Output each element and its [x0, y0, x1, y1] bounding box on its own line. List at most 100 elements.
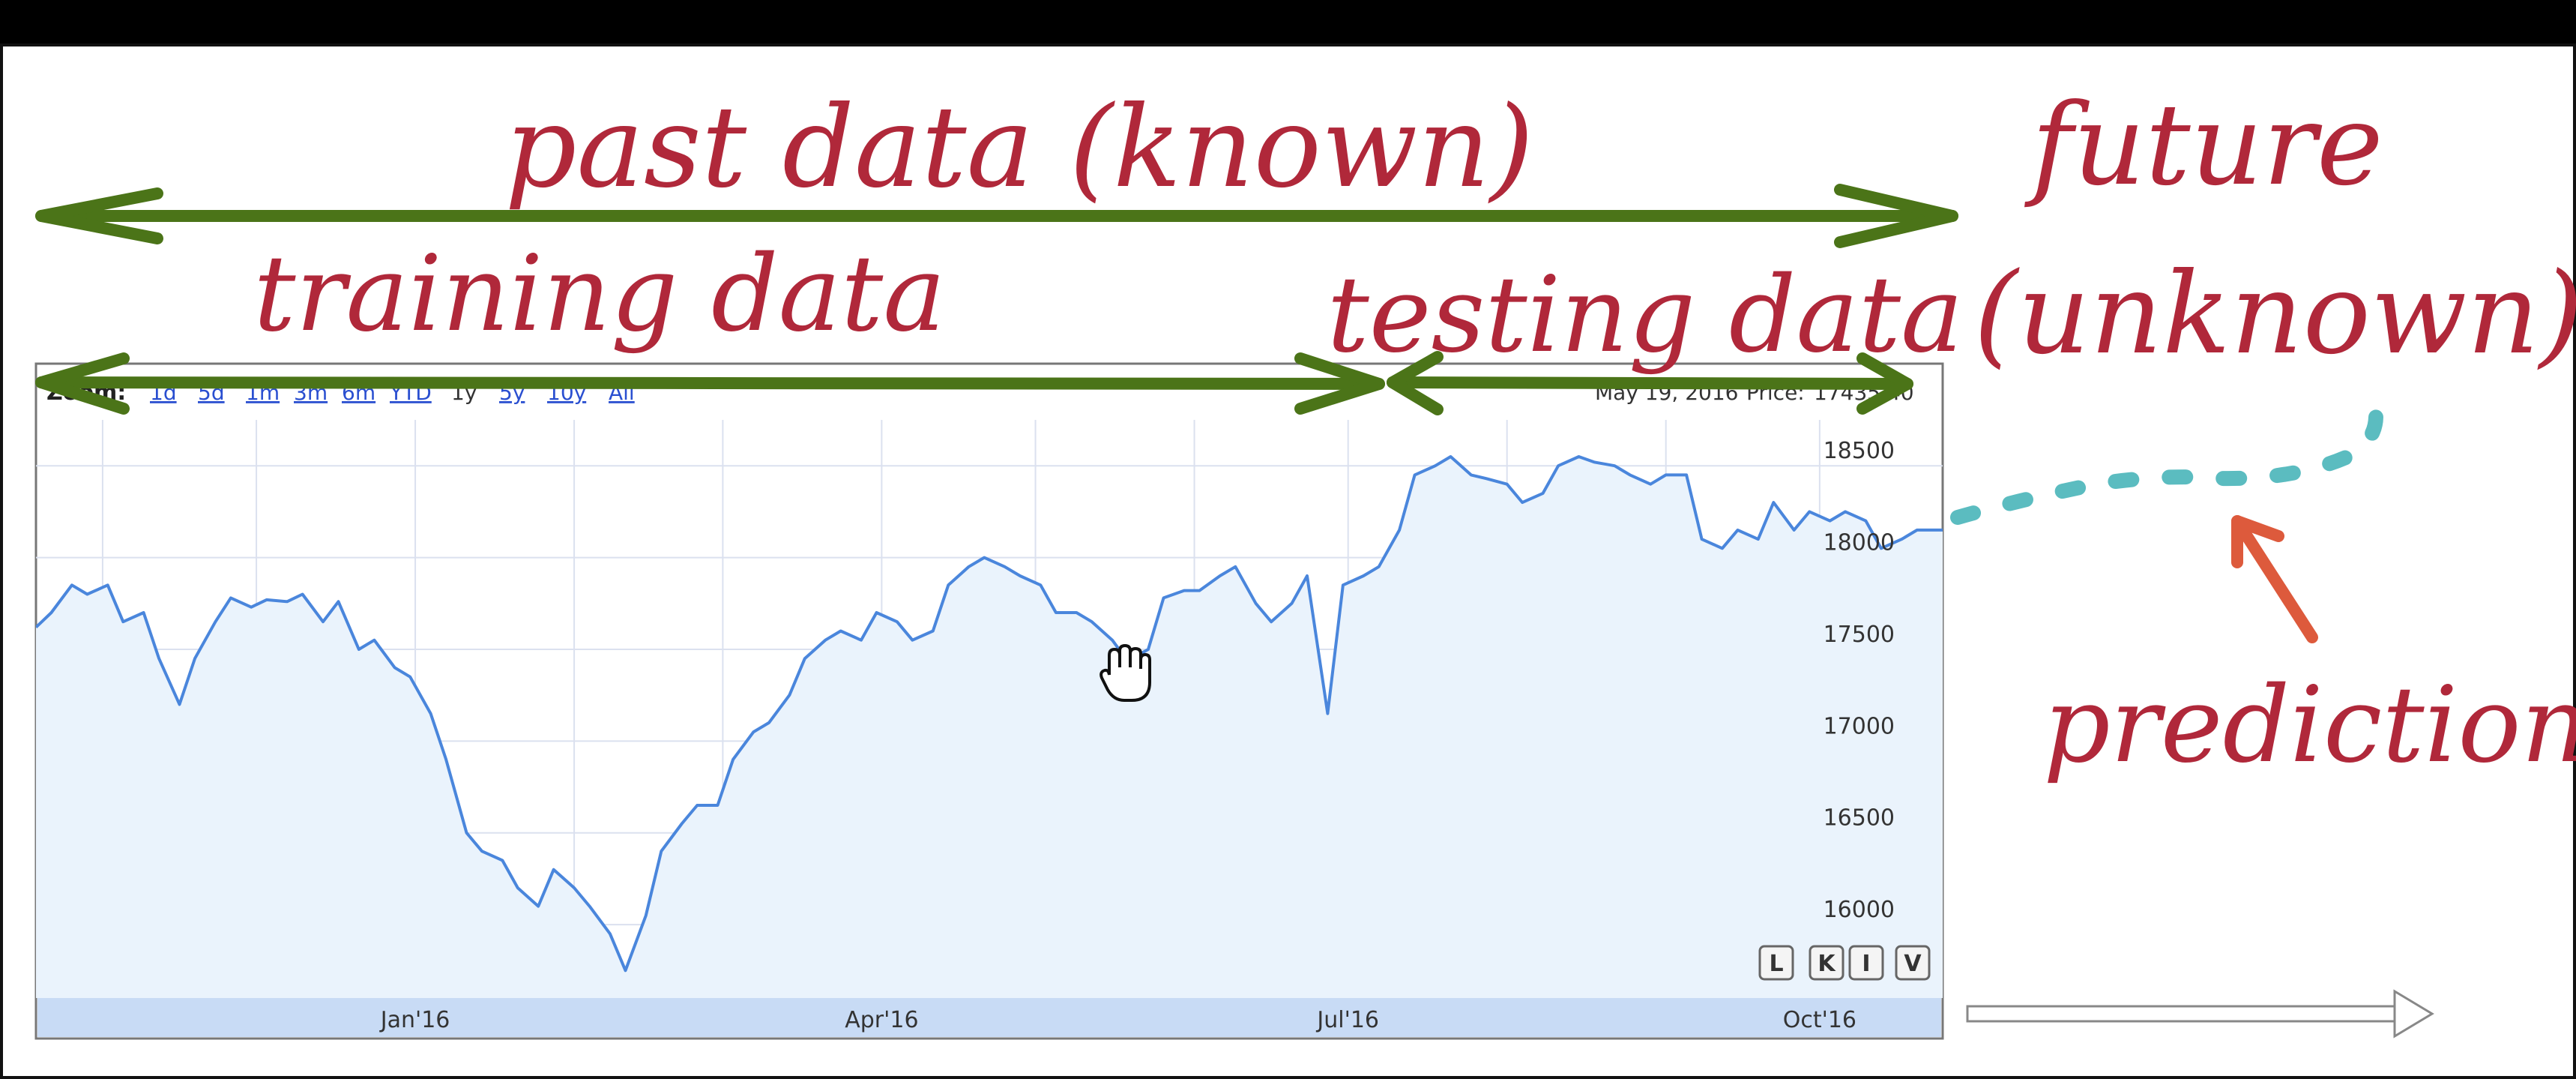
y-axis: 16000 16500 17000 17500 18000 18500 — [1824, 438, 1895, 923]
prediction-dotted-line — [1950, 409, 2383, 525]
future-label-line1: future — [2024, 80, 2383, 211]
series-point — [157, 656, 161, 661]
series-point — [372, 638, 376, 643]
y-tick-label: 17000 — [1824, 713, 1895, 739]
testing-arrow-left-head — [1387, 351, 1444, 415]
corner-button-label: V — [1904, 951, 1922, 977]
series-point — [731, 757, 735, 762]
series-point — [49, 610, 54, 615]
past-data-arrow-right-head — [1834, 184, 1958, 248]
series-point — [337, 599, 341, 604]
series-point — [1664, 472, 1668, 477]
series-point — [588, 904, 592, 909]
series-point — [1592, 460, 1596, 464]
series-area — [36, 457, 1943, 998]
y-tick-label: 18500 — [1824, 438, 1895, 464]
series-point — [85, 592, 89, 597]
prediction-pointer-arrow — [2231, 515, 2318, 643]
series-point — [1541, 491, 1545, 496]
series-point — [1863, 519, 1868, 523]
x-tick-label: Apr'16 — [845, 1007, 918, 1033]
x-tick-label: Oct'16 — [1783, 1007, 1856, 1033]
series-point — [1648, 482, 1653, 487]
series-point — [1003, 565, 1007, 569]
series-point — [301, 592, 305, 597]
series-point — [767, 721, 771, 725]
series-point — [751, 730, 755, 734]
series-point — [408, 675, 412, 679]
series-point — [1054, 610, 1058, 615]
series-point — [1940, 528, 1945, 532]
series-point — [1018, 574, 1022, 578]
corner-button[interactable] — [1895, 945, 1931, 981]
corner-button[interactable] — [1758, 945, 1794, 981]
testing-arrow-shaft — [1387, 376, 1913, 390]
series-point — [500, 858, 504, 862]
series-point — [1254, 601, 1258, 606]
series-point — [1325, 712, 1330, 716]
series-point — [946, 583, 950, 587]
series-point — [1397, 528, 1402, 532]
top-border — [0, 0, 2576, 46]
training-data-label: training data — [253, 233, 945, 355]
corner-button-label: K — [1818, 951, 1836, 977]
series-point — [982, 556, 986, 560]
outer-frame — [0, 43, 2576, 1079]
series-point — [1162, 595, 1166, 600]
training-arrow-right-head — [1294, 352, 1385, 415]
series-point — [1628, 472, 1632, 477]
future-label-line2: (unknown) — [1973, 249, 2576, 379]
series-point — [1233, 565, 1237, 569]
series-point — [357, 647, 361, 652]
series-point — [644, 913, 648, 918]
series-point — [1505, 482, 1509, 487]
series-point — [1090, 619, 1094, 624]
training-arrow-left-head — [35, 352, 130, 415]
series-point — [1792, 528, 1797, 532]
series-point — [1341, 583, 1345, 587]
training-arrow-shaft — [35, 376, 1385, 390]
corner-button[interactable] — [1848, 945, 1884, 981]
series-point — [1433, 463, 1438, 468]
series-point — [285, 599, 289, 604]
series-point — [480, 849, 484, 853]
annotation-arrows — [35, 184, 1958, 415]
series-point — [1720, 546, 1725, 550]
series-point — [1700, 537, 1704, 541]
series-point — [1038, 583, 1043, 587]
series-point — [1556, 463, 1560, 468]
series-point — [931, 629, 935, 634]
series-point — [803, 656, 807, 661]
y-tick-label: 17500 — [1824, 622, 1895, 648]
series-point — [1899, 537, 1904, 541]
series-point — [229, 595, 233, 600]
series-point — [1843, 509, 1847, 514]
series-point — [34, 625, 38, 630]
series-point — [393, 665, 397, 670]
corner-button[interactable] — [1809, 945, 1844, 981]
series-point — [608, 931, 612, 936]
series-point — [1269, 619, 1273, 624]
series-point — [1756, 537, 1761, 541]
series-point — [787, 693, 791, 697]
series-point — [695, 803, 699, 808]
series-point — [1469, 472, 1473, 477]
time-forward-arrow-icon — [1966, 989, 2434, 1039]
series-point — [321, 619, 325, 624]
series-point — [1684, 472, 1689, 477]
series-point — [1377, 565, 1381, 569]
navigator-strip[interactable] — [37, 998, 1941, 1037]
series-point — [1915, 528, 1919, 532]
series-point — [1449, 454, 1453, 459]
series-point — [823, 638, 827, 643]
series-point — [572, 886, 576, 890]
series-point — [859, 638, 863, 643]
series-point — [536, 904, 540, 909]
series-point — [659, 849, 663, 853]
corner-button-label: I — [1862, 951, 1870, 977]
x-axis: Jan'16 Apr'16 Jul'16 Oct'16 — [379, 1007, 1856, 1033]
series-point — [716, 803, 720, 808]
y-tick-label: 18000 — [1824, 530, 1895, 556]
